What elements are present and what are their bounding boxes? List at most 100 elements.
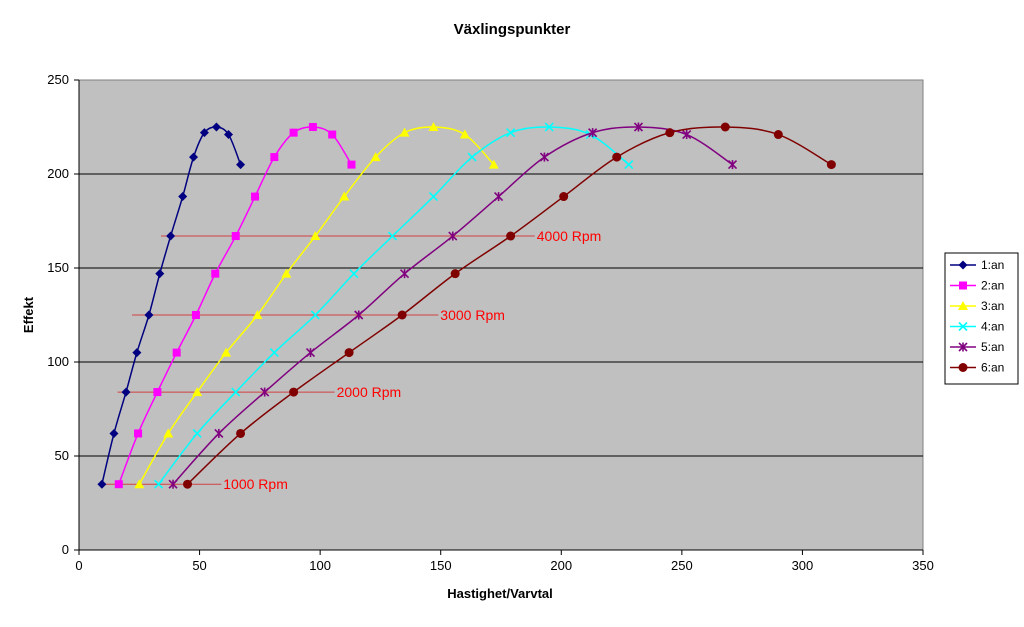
data-point <box>450 269 460 279</box>
data-point <box>488 159 499 169</box>
data-point <box>506 128 516 138</box>
data-point <box>349 269 359 279</box>
data-point <box>269 348 279 358</box>
data-point <box>155 269 165 279</box>
data-point <box>192 387 203 397</box>
data-point <box>633 122 644 132</box>
series-6 <box>183 122 836 489</box>
marker-stroke <box>154 479 164 489</box>
rpm-annotation-label: 2000 Rpm <box>337 384 402 400</box>
legend-marker <box>958 321 968 332</box>
data-point <box>236 428 246 438</box>
series-1 <box>97 122 246 489</box>
rpm-annotation-label: 4000 Rpm <box>537 228 602 244</box>
data-point <box>172 348 181 357</box>
marker-stroke <box>349 269 359 279</box>
data-point <box>183 479 193 489</box>
marker-stroke <box>428 191 439 202</box>
data-point <box>397 310 407 320</box>
x-tick-label: 100 <box>309 558 331 573</box>
data-point <box>539 152 549 162</box>
data-point <box>166 231 176 241</box>
data-point <box>236 160 246 170</box>
data-point <box>191 311 200 319</box>
data-point <box>339 191 350 201</box>
y-tick-label: 200 <box>47 166 69 181</box>
y-tick-label: 0 <box>62 542 69 557</box>
data-point <box>251 192 260 201</box>
series-3 <box>134 122 499 489</box>
legend-marker <box>958 363 968 372</box>
legend-item: 1:an <box>950 258 1004 272</box>
legend-item: 2:an <box>950 279 1004 293</box>
data-point <box>459 129 470 139</box>
legend-label: 2:an <box>981 279 1004 293</box>
data-point <box>132 348 142 358</box>
data-point <box>211 122 221 132</box>
data-point <box>467 152 477 162</box>
data-point <box>544 122 554 132</box>
legend-marker <box>958 260 968 270</box>
data-point <box>826 160 836 170</box>
legend-label: 4:an <box>981 320 1004 334</box>
marker-stroke <box>192 428 202 439</box>
data-point <box>231 232 240 241</box>
data-point <box>370 152 381 162</box>
legend-item: 3:an <box>950 299 1004 313</box>
data-point <box>178 192 188 202</box>
chart-title: Växlingspunkter <box>454 21 571 38</box>
y-tick-label: 250 <box>47 72 69 87</box>
legend-item: 6:an <box>950 361 1004 375</box>
marker-stroke <box>387 231 398 241</box>
x-tick-label: 50 <box>192 558 206 573</box>
data-point <box>252 310 263 319</box>
legend-label: 6:an <box>981 361 1004 375</box>
x-tick-label: 300 <box>792 558 814 573</box>
data-point <box>310 310 320 320</box>
data-point <box>109 428 119 438</box>
legend-marker <box>958 301 968 310</box>
data-point <box>354 310 364 320</box>
data-point <box>344 348 354 358</box>
data-point <box>347 160 356 169</box>
data-point <box>773 130 783 140</box>
y-tick-label: 100 <box>47 354 69 369</box>
data-point <box>310 231 321 241</box>
data-point <box>559 192 569 202</box>
series-5 <box>168 122 738 489</box>
axes: 0 50 100 150 200 250 0 50 100 150 200 250 300 350 <box>47 72 934 573</box>
legend: 1:an 2:an 3:an 4:an 5:an 6:an <box>944 252 1019 385</box>
data-point <box>270 153 279 162</box>
legend-label: 3:an <box>981 299 1004 313</box>
data-point <box>134 429 143 438</box>
data-point <box>231 387 241 397</box>
marker-stroke <box>269 348 279 358</box>
data-point <box>224 130 234 140</box>
data-point <box>211 269 220 278</box>
data-point <box>260 387 270 397</box>
data-point <box>189 152 199 162</box>
x-tick-label: 200 <box>550 558 572 573</box>
data-point <box>682 129 692 140</box>
legend-label: 5:an <box>981 340 1004 354</box>
data-point <box>588 128 598 138</box>
data-point <box>665 128 675 138</box>
data-point <box>134 479 145 489</box>
data-point <box>399 127 410 137</box>
data-point <box>221 347 232 357</box>
data-point <box>121 387 131 397</box>
data-point <box>727 160 738 170</box>
data-point <box>214 428 224 439</box>
x-tick-label: 0 <box>75 558 82 573</box>
legend-box <box>944 252 1019 385</box>
legend-label: 1:an <box>981 258 1004 272</box>
marker-stroke <box>544 122 554 132</box>
data-point <box>308 123 317 131</box>
x-tick-label: 150 <box>430 558 452 573</box>
data-point <box>494 191 504 202</box>
marker-stroke <box>506 128 516 138</box>
series-2 <box>114 123 356 489</box>
data-point <box>114 480 123 489</box>
